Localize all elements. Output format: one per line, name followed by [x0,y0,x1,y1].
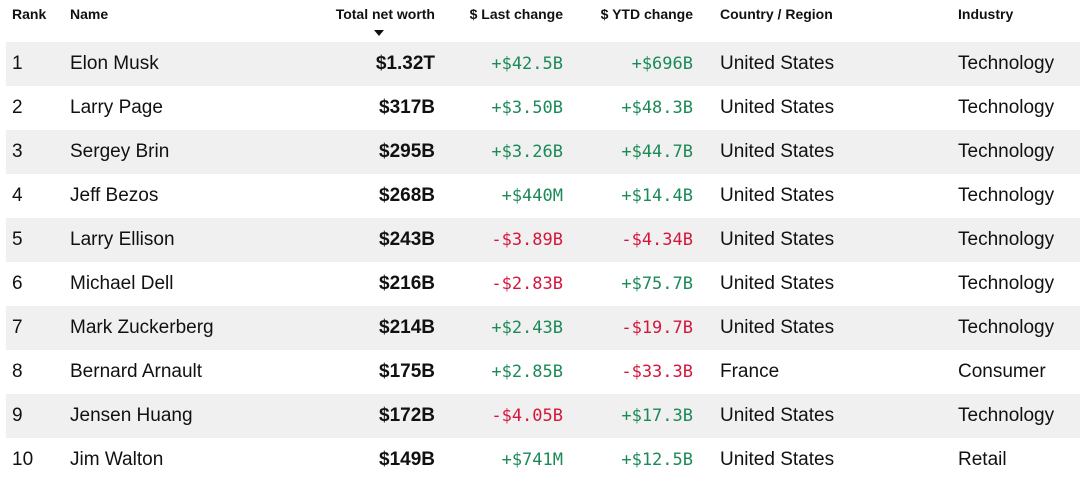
column-header[interactable]: Total net worth [335,6,435,22]
name-cell: Bernard Arnault [70,361,203,382]
rank-cell: 9 [12,405,23,426]
table-row: 5 Larry Ellison $243B -$3.89B -$4.34B United … [6,218,1080,262]
country-cell: United States [720,97,835,118]
industry-cell: Consumer [958,361,1046,382]
last-change-cell: +$42.5B [491,54,563,74]
industry-cell: Technology [958,317,1055,338]
ytd-change-cell: +$48.3B [621,98,693,118]
name-cell: Michael Dell [70,273,174,294]
name-cell: Mark Zuckerberg [70,317,214,338]
last-change-cell: +$3.50B [491,98,563,118]
table-row: 9 Jensen Huang $172B -$4.05B +$17.3B United S… [6,394,1080,438]
rank-cell: 10 [12,449,34,470]
industry-cell: Technology [958,273,1055,294]
name-cell: Larry Page [70,97,163,118]
net-worth-cell: $243B [379,229,435,250]
name-cell: Jim Walton [70,449,164,470]
industry-cell: Retail [958,449,1007,470]
name-cell: Sergey Brin [70,141,170,162]
ytd-change-cell: -$4.34B [621,230,693,250]
last-change-cell: +$3.26B [491,142,563,162]
net-worth-cell: $1.32T [375,53,435,74]
ytd-change-cell: +$75.7B [621,274,693,294]
country-cell: United States [720,53,835,74]
rank-cell: 2 [12,97,23,118]
table-row: 2 Larry Page $317B +$3.50B +$48.3B United Sta… [6,86,1080,130]
table-row: 8 Bernard Arnault $175B +$2.85B -$33.3B Franc… [6,350,1080,394]
net-worth-cell: $214B [379,317,435,338]
ytd-change-cell: -$33.3B [621,362,693,382]
last-change-cell: -$2.83B [491,274,563,294]
ytd-change-cell: -$19.7B [621,318,693,338]
column-header[interactable]: Country / Region [720,6,833,22]
country-cell: United States [720,273,835,294]
net-worth-cell: $175B [379,361,435,382]
ytd-change-cell: +$14.4B [621,186,693,206]
rank-cell: 7 [12,317,23,338]
name-cell: Larry Ellison [70,229,175,250]
last-change-cell: -$4.05B [491,406,563,426]
table-row: 7 Mark Zuckerberg $214B +$2.43B -$19.7B Unite… [6,306,1080,350]
net-worth-cell: $295B [379,141,435,162]
ytd-change-cell: +$44.7B [621,142,693,162]
industry-cell: Technology [958,141,1055,162]
table-row: 4 Jeff Bezos $268B +$440M +$14.4B United Stat… [6,174,1080,218]
last-change-cell: +$440M [501,186,563,206]
last-change-cell: +$2.85B [491,362,563,382]
industry-cell: Technology [958,405,1055,426]
industry-cell: Technology [958,53,1055,74]
column-header[interactable]: $ Last change [469,6,563,22]
net-worth-cell: $149B [379,449,435,470]
ytd-change-cell: +$17.3B [621,406,693,426]
country-cell: United States [720,449,835,470]
name-cell: Elon Musk [70,53,159,74]
table-row: 10 Jim Walton $149B +$741M +$12.5B United Sta… [6,438,1080,482]
table-row: 3 Sergey Brin $295B +$3.26B +$44.7B United St… [6,130,1080,174]
rank-cell: 6 [12,273,23,294]
last-change-cell: -$3.89B [491,230,563,250]
name-cell: Jensen Huang [70,405,193,426]
sort-arrow [374,30,384,36]
table-row: 1 Elon Musk $1.32T +$42.5B +$696B United Stat… [6,42,1080,86]
country-cell: United States [720,185,835,206]
industry-cell: Technology [958,185,1055,206]
rank-cell: 5 [12,229,23,250]
industry-cell: Technology [958,229,1055,250]
ytd-change-cell: +$12.5B [621,450,693,470]
table-row: 6 Michael Dell $216B -$2.83B +$75.7B United S… [6,262,1080,306]
rank-cell: 8 [12,361,23,382]
column-header[interactable]: $ YTD change [600,6,693,22]
net-worth-cell: $317B [379,97,435,118]
column-header[interactable]: Industry [958,6,1014,22]
last-change-cell: +$2.43B [491,318,563,338]
last-change-cell: +$741M [501,450,563,470]
country-cell: United States [720,229,835,250]
country-cell: United States [720,405,835,426]
rank-cell: 4 [12,185,23,206]
country-cell: United States [720,317,835,338]
rank-cell: 3 [12,141,23,162]
net-worth-cell: $172B [379,405,435,426]
name-cell: Jeff Bezos [70,185,159,206]
country-cell: France [720,361,780,382]
column-header[interactable]: Name [70,6,109,22]
industry-cell: Technology [958,97,1055,118]
net-worth-cell: $216B [379,273,435,294]
country-cell: United States [720,141,835,162]
net-worth-cell: $268B [379,185,435,206]
column-header[interactable]: Rank [12,6,47,22]
ytd-change-cell: +$696B [631,54,693,74]
rank-cell: 1 [12,53,23,74]
